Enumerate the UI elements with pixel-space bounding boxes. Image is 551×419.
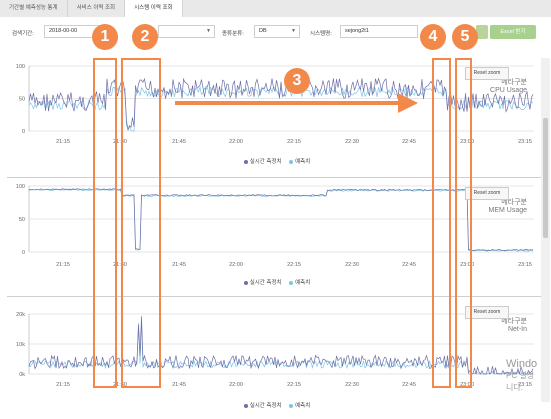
- x-tick-label: 21:45: [172, 262, 186, 268]
- x-tick-label: 23:00: [460, 262, 474, 268]
- mem-chart-svg: 100 50 0 21:15 21:30 21:45 22:00 22:15 22:30 22:4…: [16, 184, 534, 268]
- net-in-chart: 20k 10k 0k 21:15 21:30 21:45 22:00 22:15 22:30 22…: [7, 297, 541, 419]
- system-label: 시스템명:: [310, 31, 332, 37]
- cpu-chart-title: 메타구분 CPU Usage: [490, 79, 527, 94]
- x-tick-label: 21:30: [113, 382, 127, 388]
- x-tick-label: 22:00: [229, 382, 243, 388]
- reset-zoom-button[interactable]: Reset zoom: [465, 306, 509, 319]
- y-tick-label: 20k: [16, 312, 25, 318]
- x-tick-label: 22:00: [229, 139, 243, 145]
- x-tick-label: 22:30: [345, 382, 359, 388]
- period-input[interactable]: 2018-00-00: [44, 25, 106, 38]
- scrollbar-thumb[interactable]: [543, 118, 548, 238]
- legend-actual-label[interactable]: 실시간 측정치: [249, 280, 282, 286]
- x-tick-label: 23:00: [460, 139, 474, 145]
- x-tick-label: 22:00: [229, 262, 243, 268]
- tab-service-history[interactable]: 서비스 이력 조회: [68, 0, 126, 17]
- x-tick-label: 22:15: [287, 262, 301, 268]
- legend-actual-label[interactable]: 실시간 측정치: [249, 159, 282, 165]
- middle-select[interactable]: ▼: [158, 25, 215, 38]
- reset-zoom-button[interactable]: Reset zoom: [465, 67, 509, 80]
- x-tick-label: 22:30: [345, 262, 359, 268]
- legend-predicted-dot: [289, 280, 294, 285]
- system-input[interactable]: sejong2t1: [340, 25, 418, 38]
- type-select[interactable]: DB ▼: [254, 25, 300, 38]
- net-in-chart-title: 메타구분 Net-In: [501, 318, 527, 333]
- search-button[interactable]: [476, 25, 488, 39]
- legend-predicted-dot: [289, 159, 294, 164]
- x-tick-label: 21:30: [113, 262, 127, 268]
- mem-chart-title: 메타구분 MEM Usage: [488, 199, 527, 214]
- x-tick-label: 22:15: [287, 139, 301, 145]
- x-tick-label: 21:45: [172, 139, 186, 145]
- x-tick-label: 21:30: [113, 139, 127, 145]
- y-tick-label: 50: [19, 217, 25, 223]
- legend: 실시간 측정치 예측치: [7, 157, 541, 165]
- type-label: 종류분류:: [222, 31, 244, 37]
- legend-predicted-label[interactable]: 예측치: [295, 403, 311, 409]
- chevron-down-icon: ▼: [206, 28, 211, 34]
- legend-predicted-label[interactable]: 예측치: [295, 280, 311, 286]
- y-tick-label: 0k: [19, 372, 25, 378]
- x-tick-label: 23:00: [460, 382, 474, 388]
- y-tick-label: 50: [19, 97, 25, 103]
- legend: 실시간 측정치 예측치: [7, 278, 541, 286]
- y-tick-label: 100: [16, 64, 25, 70]
- x-tick-label: 23:15: [518, 382, 532, 388]
- mem-chart: 100 50 0 21:15 21:30 21:45 22:00 22:15 22:30 22:4…: [7, 178, 541, 297]
- period-label: 검색기간:: [12, 31, 34, 37]
- excel-button[interactable]: Excel 받기: [490, 25, 536, 39]
- cpu-chart: 100 50 0 21:15 21:30 21:45 22:00 22:15 22:30 22:4…: [7, 58, 541, 178]
- legend-predicted-dot: [289, 403, 294, 408]
- x-tick-label: 23:15: [518, 139, 532, 145]
- windows-watermark: Windo PC 설정 니다.: [506, 358, 538, 392]
- legend-actual-dot: [243, 403, 248, 408]
- x-tick-label: 22:15: [287, 382, 301, 388]
- tab-period-stats[interactable]: 기간별 예측성능 통계: [0, 0, 68, 17]
- legend-actual-label[interactable]: 실시간 측정치: [249, 403, 282, 409]
- x-tick-label: 22:45: [402, 262, 416, 268]
- filter-bar: 검색기간: 2018-00-00 …평균 ▼ 종류분류: DB ▼ 시스템명: s…: [0, 21, 551, 43]
- chevron-down-icon: ▼: [291, 28, 296, 34]
- x-tick-label: 21:15: [56, 382, 70, 388]
- y-tick-label: 10k: [16, 342, 25, 348]
- legend-actual-dot: [243, 159, 248, 164]
- legend-actual-dot: [243, 280, 248, 285]
- y-tick-label: 100: [16, 184, 25, 190]
- vertical-scrollbar[interactable]: [541, 58, 550, 402]
- legend-predicted-label[interactable]: 예측치: [295, 159, 311, 165]
- x-tick-label: 23:15: [518, 262, 532, 268]
- reset-zoom-button[interactable]: Reset zoom: [465, 187, 509, 200]
- x-tick-label: 21:15: [56, 262, 70, 268]
- legend: 실시간 측정치 예측치: [7, 401, 541, 409]
- x-tick-label: 22:30: [345, 139, 359, 145]
- middle-label: …평균: [142, 31, 158, 37]
- x-tick-label: 21:15: [56, 139, 70, 145]
- y-tick-label: 0: [22, 250, 25, 256]
- tab-system-history[interactable]: 시스템 이력 조회: [125, 0, 183, 17]
- x-tick-label: 22:45: [402, 382, 416, 388]
- x-tick-label: 21:45: [172, 382, 186, 388]
- y-tick-label: 0: [22, 129, 25, 135]
- x-tick-label: 22:45: [402, 139, 416, 145]
- type-value: DB: [259, 28, 267, 34]
- tab-bar: 기간별 예측성능 통계 서비스 이력 조회 시스템 이력 조회: [0, 0, 551, 17]
